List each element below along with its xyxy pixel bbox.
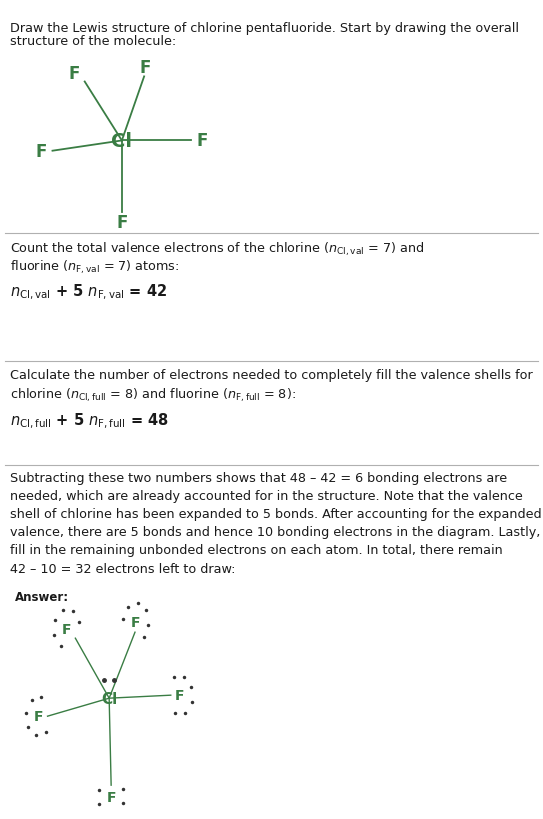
Text: structure of the molecule:: structure of the molecule:: [10, 35, 176, 48]
Text: $n_{\mathrm{Cl,full}}$ + 5 $n_{\mathrm{F,full}}$ = 48: $n_{\mathrm{Cl,full}}$ + 5 $n_{\mathrm{F…: [10, 411, 169, 431]
Text: needed, which are already accounted for in the structure. Note that the valence: needed, which are already accounted for …: [10, 490, 522, 503]
Text: Subtracting these two numbers shows that 48 – 42 = 6 bonding electrons are: Subtracting these two numbers shows that…: [10, 472, 507, 485]
Text: Answer:: Answer:: [15, 590, 68, 604]
Text: F: F: [34, 709, 43, 723]
Text: Draw the Lewis structure of chlorine pentafluoride. Start by drawing the overall: Draw the Lewis structure of chlorine pen…: [10, 22, 519, 35]
Text: F: F: [36, 143, 47, 161]
Text: Calculate the number of electrons needed to completely fill the valence shells f: Calculate the number of electrons needed…: [10, 369, 533, 382]
Text: Count the total valence electrons of the chlorine ($n_{\mathrm{Cl,val}}$ = 7) an: Count the total valence electrons of the…: [10, 240, 424, 257]
Text: chlorine ($n_{\mathrm{Cl,full}}$ = 8) and fluorine ($n_{\mathrm{F,full}}$ = 8):: chlorine ($n_{\mathrm{Cl,full}}$ = 8) an…: [10, 387, 296, 404]
Text: valence, there are 5 bonds and hence 10 bonding electrons in the diagram. Lastly: valence, there are 5 bonds and hence 10 …: [10, 526, 540, 539]
Text: F: F: [106, 790, 116, 803]
Text: shell of chlorine has been expanded to 5 bonds. After accounting for the expande: shell of chlorine has been expanded to 5…: [10, 508, 541, 521]
Text: F: F: [140, 59, 151, 77]
Text: fill in the remaining unbonded electrons on each atom. In total, there remain: fill in the remaining unbonded electrons…: [10, 544, 502, 557]
Text: F: F: [62, 622, 71, 636]
Text: F: F: [197, 133, 208, 150]
Text: Cl: Cl: [101, 691, 117, 706]
Text: 42 – 10 = 32 electrons left to draw:: 42 – 10 = 32 electrons left to draw:: [10, 562, 235, 575]
Text: $n_{\mathrm{Cl,val}}$ + 5 $n_{\mathrm{F,val}}$ = 42: $n_{\mathrm{Cl,val}}$ + 5 $n_{\mathrm{F,…: [10, 283, 167, 302]
Text: F: F: [131, 615, 141, 629]
Text: F: F: [175, 688, 184, 703]
Text: F: F: [116, 215, 128, 232]
Text: fluorine ($n_{\mathrm{F,val}}$ = 7) atoms:: fluorine ($n_{\mathrm{F,val}}$ = 7) atom…: [10, 258, 179, 275]
Text: Cl: Cl: [111, 132, 132, 151]
Text: F: F: [68, 65, 79, 83]
